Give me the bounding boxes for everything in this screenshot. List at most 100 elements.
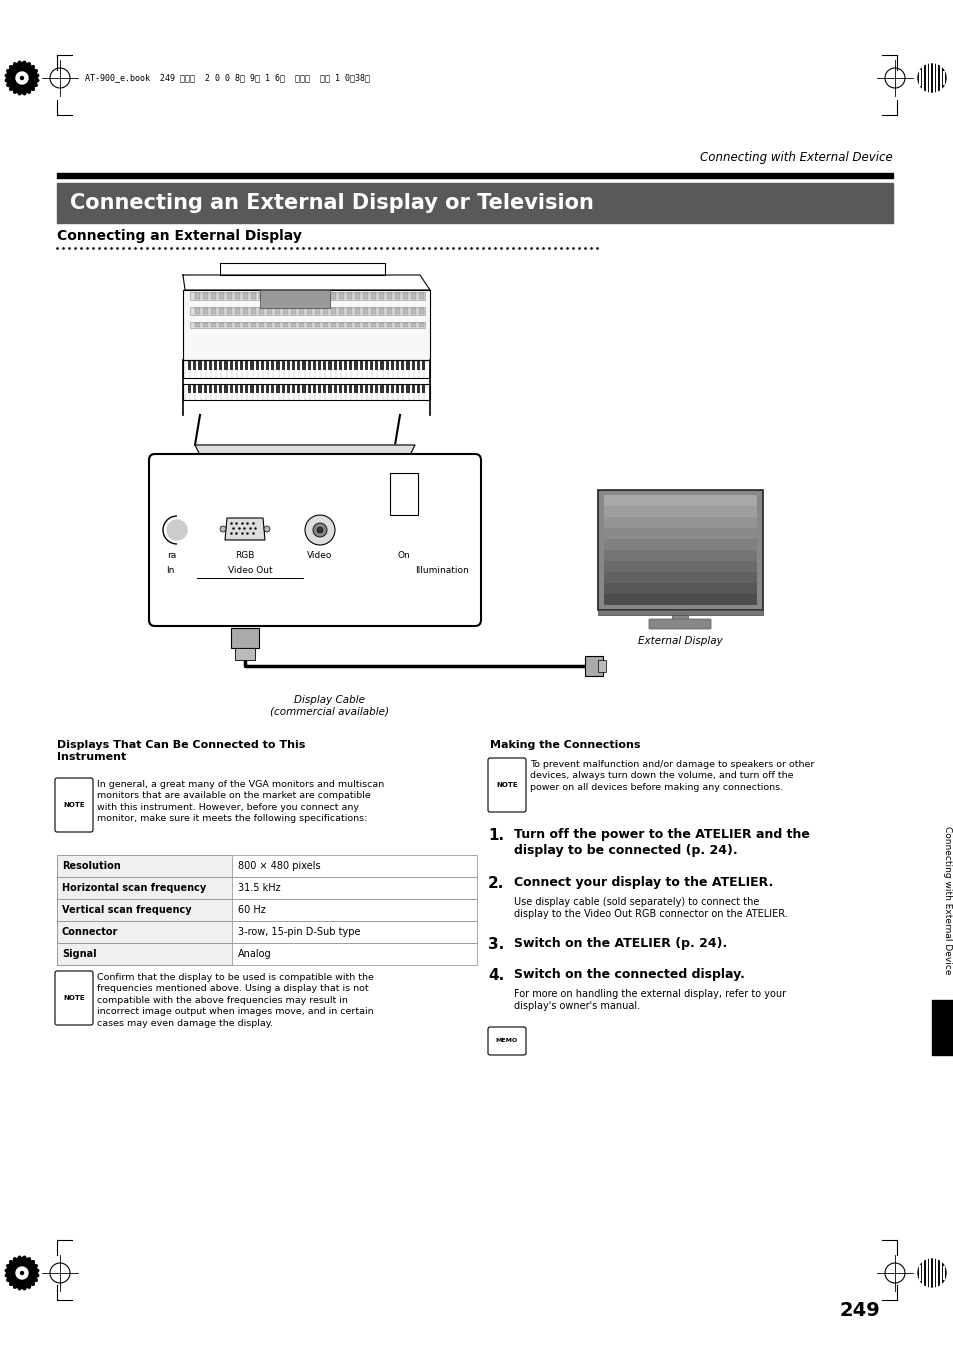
Text: Confirm that the display to be used is compatible with the
frequencies mentioned: Confirm that the display to be used is c… bbox=[97, 973, 374, 1028]
Bar bbox=[250, 385, 253, 393]
Bar bbox=[323, 308, 328, 313]
Bar bbox=[371, 308, 375, 313]
Text: Connect your display to the ATELIER.: Connect your display to the ATELIER. bbox=[514, 875, 773, 889]
Bar bbox=[251, 323, 255, 327]
Bar bbox=[375, 385, 378, 393]
Bar bbox=[385, 385, 389, 393]
Bar bbox=[391, 385, 394, 393]
Bar bbox=[267, 293, 272, 299]
Bar bbox=[378, 323, 384, 327]
Bar bbox=[598, 490, 762, 611]
Text: On: On bbox=[397, 551, 410, 561]
Bar bbox=[198, 385, 201, 393]
Text: AT-900_e.book  249 ページ  2 0 0 8年 9月 1 6日  火曜日  午前 1 0時38分: AT-900_e.book 249 ページ 2 0 0 8年 9月 1 6日 火… bbox=[85, 73, 370, 82]
Text: Video: Video bbox=[307, 551, 333, 561]
Bar bbox=[211, 323, 215, 327]
Bar bbox=[266, 385, 269, 393]
Bar bbox=[297, 361, 300, 370]
Text: 3.: 3. bbox=[488, 938, 504, 952]
Bar bbox=[258, 308, 264, 313]
Bar bbox=[603, 550, 757, 561]
Bar bbox=[603, 528, 757, 539]
Bar bbox=[258, 293, 264, 299]
Bar bbox=[338, 385, 341, 393]
Bar bbox=[243, 323, 248, 327]
Bar bbox=[338, 361, 341, 370]
Bar bbox=[418, 323, 423, 327]
Text: Connecting with External Device: Connecting with External Device bbox=[700, 151, 892, 165]
Bar bbox=[338, 293, 344, 299]
Bar bbox=[194, 293, 200, 299]
Bar bbox=[411, 385, 415, 393]
FancyBboxPatch shape bbox=[488, 1027, 525, 1055]
Bar bbox=[203, 293, 208, 299]
Bar bbox=[193, 385, 196, 393]
Text: 4.: 4. bbox=[488, 969, 504, 984]
Text: Illumination: Illumination bbox=[415, 566, 468, 576]
Bar bbox=[194, 323, 200, 327]
Bar bbox=[57, 921, 232, 943]
Text: RGB: RGB bbox=[235, 551, 254, 561]
Text: MEMO: MEMO bbox=[496, 1039, 517, 1043]
Bar bbox=[355, 308, 359, 313]
Bar bbox=[227, 323, 232, 327]
Bar bbox=[323, 293, 328, 299]
Bar bbox=[349, 385, 352, 393]
Bar bbox=[190, 307, 424, 315]
Text: Connector: Connector bbox=[62, 927, 118, 938]
Bar bbox=[314, 323, 319, 327]
Bar bbox=[298, 308, 304, 313]
Bar bbox=[307, 385, 311, 393]
Bar bbox=[224, 361, 228, 370]
FancyBboxPatch shape bbox=[55, 778, 92, 832]
Bar bbox=[203, 308, 208, 313]
Bar bbox=[243, 308, 248, 313]
Bar bbox=[260, 290, 330, 308]
Bar bbox=[317, 361, 321, 370]
Bar bbox=[671, 611, 687, 621]
Bar bbox=[211, 293, 215, 299]
Bar bbox=[219, 361, 222, 370]
Text: In: In bbox=[166, 566, 174, 576]
Bar bbox=[188, 361, 191, 370]
Bar bbox=[603, 494, 757, 605]
Bar bbox=[227, 308, 232, 313]
Text: Switch on the connected display.: Switch on the connected display. bbox=[514, 969, 744, 981]
Bar bbox=[359, 385, 362, 393]
Bar bbox=[274, 308, 280, 313]
Text: For more on handling the external display, refer to your
display's owner's manua: For more on handling the external displa… bbox=[514, 989, 785, 1012]
Bar bbox=[584, 657, 602, 676]
Text: Signal: Signal bbox=[62, 948, 96, 959]
Bar bbox=[364, 361, 368, 370]
Text: 800 × 480 pixels: 800 × 480 pixels bbox=[237, 861, 320, 871]
Bar bbox=[234, 361, 237, 370]
Text: NOTE: NOTE bbox=[63, 802, 85, 808]
Bar bbox=[347, 323, 352, 327]
Bar bbox=[375, 361, 378, 370]
Circle shape bbox=[220, 526, 226, 532]
Text: Connecting with External Device: Connecting with External Device bbox=[943, 825, 951, 974]
Circle shape bbox=[917, 63, 945, 92]
Bar bbox=[209, 385, 212, 393]
Text: Connecting an External Display or Television: Connecting an External Display or Televi… bbox=[70, 193, 594, 213]
Bar bbox=[363, 308, 368, 313]
Bar bbox=[292, 361, 294, 370]
Bar bbox=[283, 323, 288, 327]
Bar bbox=[194, 308, 200, 313]
Circle shape bbox=[264, 526, 270, 532]
Bar bbox=[291, 308, 295, 313]
Text: NOTE: NOTE bbox=[496, 782, 517, 788]
Bar bbox=[203, 385, 207, 393]
Bar bbox=[363, 323, 368, 327]
Text: Display Cable
(commercial available): Display Cable (commercial available) bbox=[271, 694, 389, 716]
Bar bbox=[371, 293, 375, 299]
Bar bbox=[344, 361, 347, 370]
Bar bbox=[355, 293, 359, 299]
Bar bbox=[363, 293, 368, 299]
Bar bbox=[313, 385, 315, 393]
Bar bbox=[370, 385, 373, 393]
Bar bbox=[213, 385, 217, 393]
Bar bbox=[234, 648, 254, 661]
Bar bbox=[240, 385, 243, 393]
Bar bbox=[57, 898, 232, 921]
